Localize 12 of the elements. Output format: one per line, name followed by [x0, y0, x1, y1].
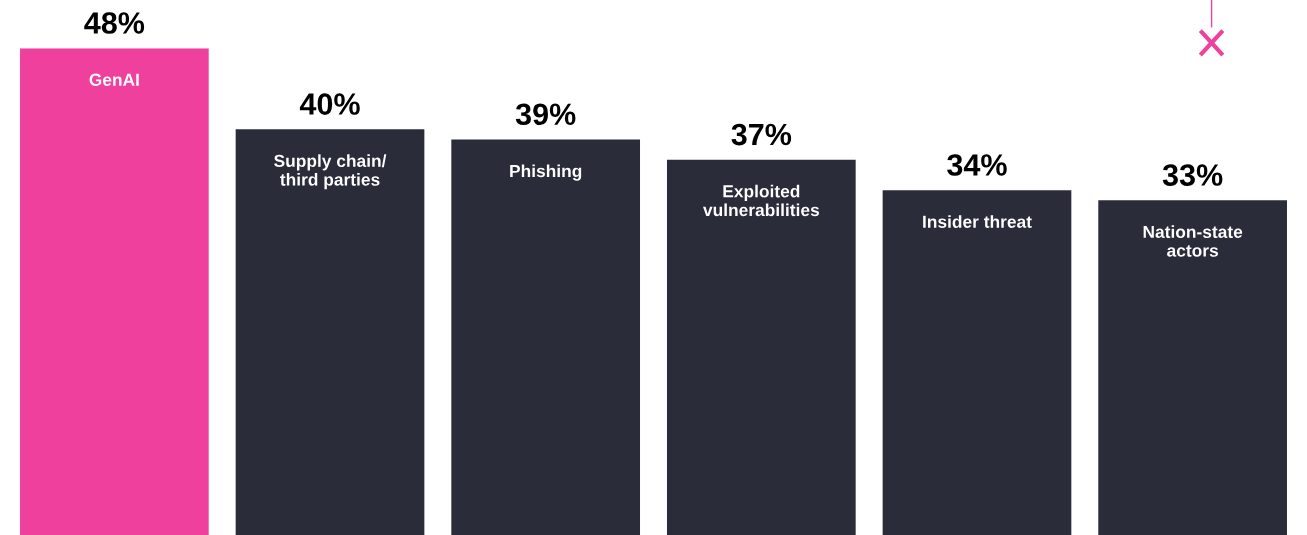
x-tick-label: Insider threat [923, 215, 1032, 228]
x-tick-label: Nation-state actors [1143, 225, 1243, 257]
data-label: 33% [1162, 164, 1223, 186]
data-label: 37% [731, 123, 792, 146]
x-tick-label: GenAI [89, 73, 139, 86]
x-tick-label: Phishing [510, 164, 582, 181]
data-label: 48% [84, 12, 145, 34]
x-tick-label: Exploited vulnerabilities [703, 184, 819, 217]
data-label: 34% [947, 154, 1007, 176]
x-tick-label: Supply chain/ third parties [274, 154, 387, 190]
data-label: 40% [299, 93, 360, 115]
data-label: 39% [515, 103, 576, 126]
